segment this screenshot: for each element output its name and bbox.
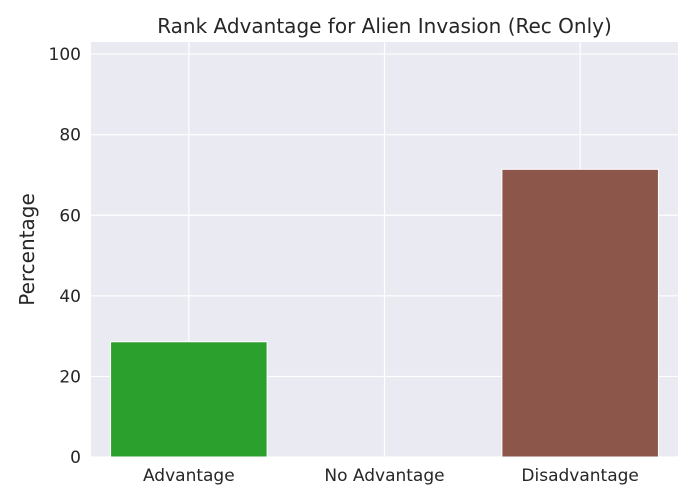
y-tick-label: 40: [59, 287, 81, 307]
y-axis-label: Percentage: [15, 193, 39, 306]
chart-title: Rank Advantage for Alien Invasion (Rec O…: [157, 14, 612, 38]
y-tick-label: 0: [70, 448, 81, 468]
bars: [110, 168, 659, 458]
x-tick-label: No Advantage: [324, 466, 444, 486]
y-tick-label: 100: [49, 45, 81, 65]
bar-advantage: [110, 341, 268, 458]
y-tick-label: 20: [59, 367, 81, 387]
x-axis-ticks: Advantage No Advantage Disadvantage: [143, 466, 639, 486]
y-tick-label: 60: [59, 206, 81, 226]
x-tick-label: Advantage: [143, 466, 235, 486]
x-tick-label: Disadvantage: [521, 466, 638, 486]
y-tick-label: 80: [59, 126, 81, 146]
bar-disadvantage: [501, 168, 659, 458]
y-axis-ticks: 0 20 40 60 80 100: [49, 45, 81, 468]
